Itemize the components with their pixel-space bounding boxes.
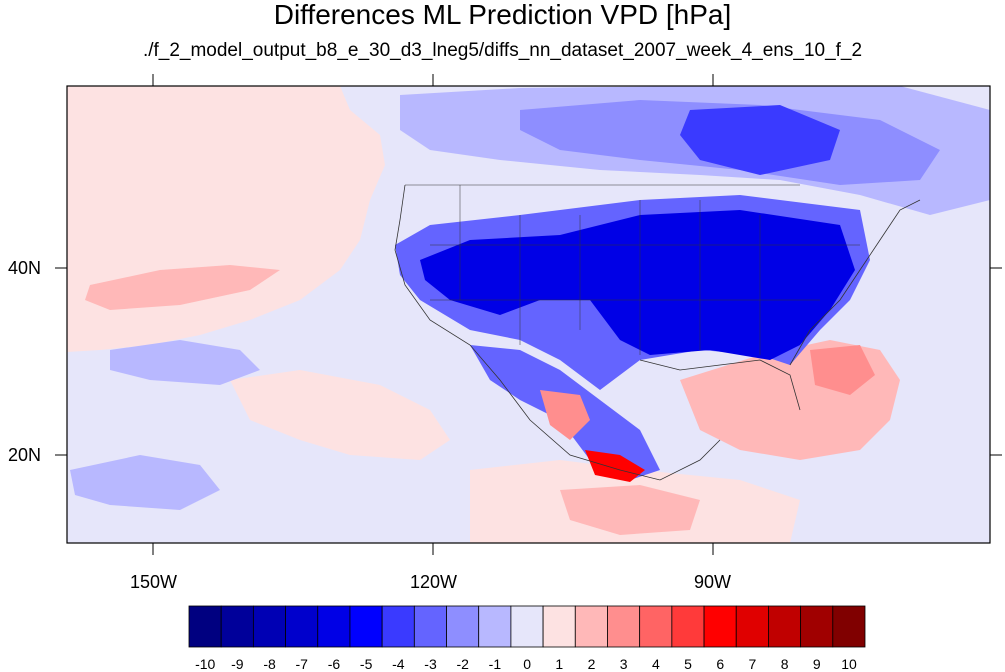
colorbar-swatch xyxy=(832,605,866,648)
colorbar-label: 10 xyxy=(841,656,857,672)
colorbar-label: 2 xyxy=(587,656,596,672)
colorbar-label: -5 xyxy=(359,656,373,672)
colorbar-swatch xyxy=(349,605,383,648)
colorbar-swatch xyxy=(381,605,415,648)
colorbar-label: -6 xyxy=(327,656,341,672)
conus-strong-neg xyxy=(420,210,855,360)
colorbar-swatch xyxy=(735,605,769,648)
colorbar-label: -7 xyxy=(295,656,308,672)
colorbar-label: 0 xyxy=(523,656,531,672)
colorbar-label: -4 xyxy=(392,656,405,672)
map-subtitle: ./f_2_model_output_b8_e_30_d3_lneg5/diff… xyxy=(142,40,863,61)
colorbar-label: -2 xyxy=(456,656,469,672)
colorbar-swatch xyxy=(285,605,319,648)
lon-label-150w: 150W xyxy=(130,572,178,592)
colorbar-label: -8 xyxy=(263,656,276,672)
colorbar-label: 8 xyxy=(780,656,789,672)
colorbar-swatch xyxy=(188,605,222,648)
colorbar-swatch xyxy=(252,605,286,648)
colorbar-label: -9 xyxy=(231,656,244,672)
colorbar-swatch xyxy=(413,605,447,648)
colorbar-label: 7 xyxy=(748,656,757,672)
pacific-neg-patch-2 xyxy=(70,455,220,510)
colorbar-swatch xyxy=(703,605,737,648)
colorbar-swatch xyxy=(639,605,673,648)
colorbar-label: -10 xyxy=(195,656,216,672)
colorbar-swatch xyxy=(446,605,480,648)
map-title: Differences ML Prediction VPD [hPa] xyxy=(273,0,732,30)
colorbar-swatch xyxy=(607,605,641,648)
colorbar-swatch xyxy=(800,605,834,648)
colorbar-label: 9 xyxy=(812,656,821,672)
lat-label-40n: 40N xyxy=(8,258,42,278)
lat-label-20n: 20N xyxy=(8,445,42,465)
colorbar-swatch xyxy=(317,605,351,648)
mexico-positive-patch xyxy=(540,390,590,440)
lon-label-120w: 120W xyxy=(410,572,458,592)
southern-pos-inner xyxy=(560,485,700,535)
lon-label-90w: 90W xyxy=(694,572,732,592)
mexico-strong-positive xyxy=(585,450,645,482)
coastline xyxy=(394,184,921,481)
colorbar-swatch xyxy=(510,605,544,648)
state-borders xyxy=(405,184,860,355)
gulf-positive-inner xyxy=(810,345,875,395)
canada-strong-neg xyxy=(680,105,840,175)
colorbar-swatch xyxy=(671,605,705,648)
pacific-pos-strong xyxy=(85,265,280,310)
colorbar-label: -1 xyxy=(488,656,502,672)
map-plot-area xyxy=(55,74,1002,555)
map-frame xyxy=(66,85,991,544)
axis-ticks xyxy=(55,74,1002,555)
colorbar-label: 5 xyxy=(684,656,692,672)
pacific-positive-patch-south xyxy=(230,370,450,460)
colorbar-swatch xyxy=(574,605,608,648)
colorbar xyxy=(188,605,866,648)
colorbar-label: 3 xyxy=(619,656,628,672)
pacific-neg-patch xyxy=(110,340,260,385)
colorbar-label: -3 xyxy=(424,656,437,672)
colorbar-swatch xyxy=(478,605,512,648)
colorbar-swatch xyxy=(768,605,802,648)
colorbar-swatch xyxy=(220,605,254,648)
colorbar-label: 1 xyxy=(555,656,564,672)
colorbar-label: 6 xyxy=(716,656,725,672)
colorbar-swatch xyxy=(542,605,576,648)
colorbar-label: 4 xyxy=(651,656,660,672)
